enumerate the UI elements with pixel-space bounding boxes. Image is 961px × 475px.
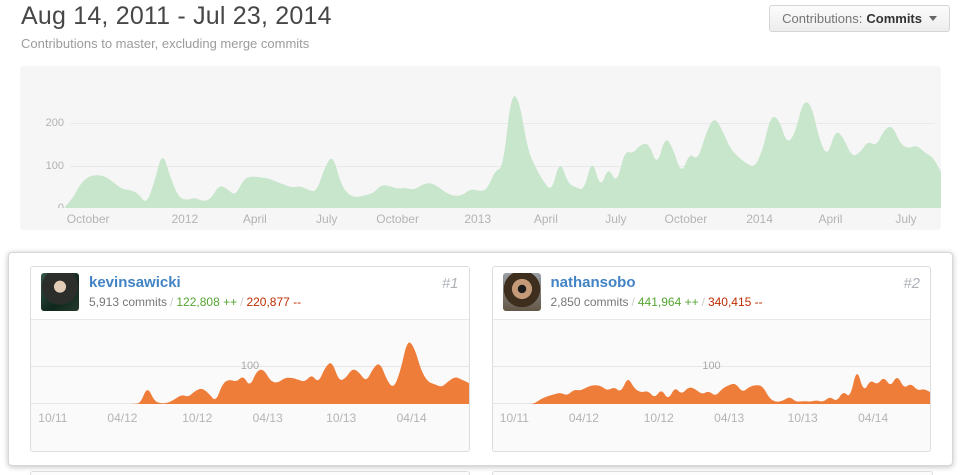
stats-separator: /	[240, 295, 244, 309]
main-contributions-graph: 0 100 200 October 2012 April July October 2013 A…	[20, 66, 941, 230]
x-axis-tick-label: July	[316, 212, 338, 226]
area-series	[31, 342, 469, 404]
x-axis-tick-label: April	[242, 212, 267, 226]
x-axis-tick-label: 10/11	[499, 411, 529, 425]
filter-value: Commits	[866, 11, 922, 26]
main-graph-x-axis: October 2012 April July October 2013 April July…	[20, 208, 941, 230]
x-axis-tick-label: 10/13	[326, 411, 357, 425]
contributors-panel: kevinsawicki 5,913 commits/122,808 ++/22…	[8, 252, 953, 466]
x-axis-tick-label: October	[66, 212, 110, 226]
y-axis-tick-label: 100	[45, 159, 64, 172]
contributor-graph: 100 10/11 04/12 10/12 04/13 10/13 04/14	[31, 319, 469, 451]
additions-count: 122,808 ++	[176, 295, 238, 309]
y-axis-tick-label: 0	[57, 202, 64, 208]
x-axis-tick-label: 10/12	[182, 411, 213, 425]
main-graph-plot-area[interactable]: 0 100 200	[20, 66, 941, 208]
x-axis-tick-label: 2014	[746, 212, 773, 226]
additions-count: 441,964 ++	[637, 295, 699, 309]
x-axis-tick-label: April	[818, 212, 843, 226]
contributor-graph-x-axis: 10/11 04/12 10/12 04/13 10/13 04/14	[31, 404, 469, 450]
deletions-count: 340,415 --	[707, 295, 763, 309]
contributor-card-header: kevinsawicki 5,913 commits/122,808 ++/22…	[31, 267, 469, 319]
contributor-graph-x-axis: 10/11 04/12 10/12 04/13 10/13 04/14	[493, 404, 931, 450]
contributor-graph-plot-area: 100	[492, 320, 931, 404]
avatar[interactable]	[502, 273, 541, 311]
commit-count: 2,850 commits	[550, 295, 629, 309]
next-row-card-peek	[492, 471, 933, 475]
x-axis-tick-label: 2012	[171, 212, 199, 226]
page-header: Aug 14, 2011 - Jul 23, 2014 Contribution…	[21, 2, 332, 51]
x-axis-tick-label: 10/11	[38, 411, 68, 425]
filter-label: Contributions:	[782, 11, 863, 26]
contributor-graph: 100 10/11 04/12 10/12 04/13 10/13 04/14	[492, 319, 931, 451]
area-series	[492, 374, 931, 404]
contributor-stats: 5,913 commits/122,808 ++/220,877 --	[89, 295, 459, 309]
x-axis-tick-label: October	[376, 212, 419, 226]
contributor-card-header: nathansobo 2,850 commits/441,964 ++/340,…	[493, 267, 931, 319]
x-axis-tick-label: 04/14	[858, 411, 889, 425]
stats-separator: /	[631, 295, 635, 309]
x-axis-tick-label: October	[664, 212, 708, 226]
deletions-count: 220,877 --	[246, 295, 302, 309]
contributor-stats: 2,850 commits/441,964 ++/340,415 --	[551, 295, 921, 309]
gridline	[492, 366, 931, 367]
x-axis-tick-label: 10/13	[787, 411, 818, 425]
y-axis-tick-label: 200	[45, 117, 64, 129]
commit-count: 5,913 commits	[89, 295, 168, 309]
gridline	[31, 366, 469, 367]
x-axis-tick-label: July	[895, 212, 917, 226]
contributor-rank-badge: #1	[441, 275, 459, 292]
stats-separator: /	[170, 295, 174, 309]
page-subtitle: Contributions to master, excluding merge…	[21, 36, 310, 51]
area-series	[65, 96, 941, 208]
contributor-card: nathansobo 2,850 commits/441,964 ++/340,…	[491, 266, 931, 452]
x-axis-tick-label: 04/12	[107, 411, 138, 425]
x-axis-tick-label: 04/12	[568, 411, 599, 425]
next-row-card-peek	[30, 471, 470, 475]
avatar[interactable]	[41, 273, 79, 311]
date-range-title: Aug 14, 2011 - Jul 23, 2014	[21, 2, 332, 30]
x-axis-tick-label: 2013	[464, 212, 492, 226]
x-axis-tick-label: 10/12	[643, 411, 674, 425]
stats-separator: /	[701, 295, 705, 309]
x-axis-tick-label: 04/13	[252, 411, 283, 425]
x-axis-tick-label: July	[605, 212, 627, 226]
contributor-username-link[interactable]: kevinsawicki	[89, 274, 181, 291]
y-axis-tick-label: 100	[702, 360, 721, 372]
y-axis-tick-label: 100	[240, 360, 260, 372]
dropdown-caret-icon	[929, 16, 937, 21]
x-axis-tick-label: 04/13	[714, 411, 745, 425]
x-axis-tick-label: April	[533, 212, 558, 226]
contributor-username-link[interactable]: nathansobo	[550, 274, 636, 291]
gridline	[70, 123, 935, 124]
contributor-rank-badge: #2	[903, 275, 920, 292]
contributions-filter-button[interactable]: Contributions: Commits	[769, 5, 950, 32]
x-axis-tick-label: 04/14	[396, 411, 427, 425]
contributor-graph-plot-area: 100	[31, 320, 469, 404]
contributor-card: kevinsawicki 5,913 commits/122,808 ++/22…	[30, 266, 470, 452]
